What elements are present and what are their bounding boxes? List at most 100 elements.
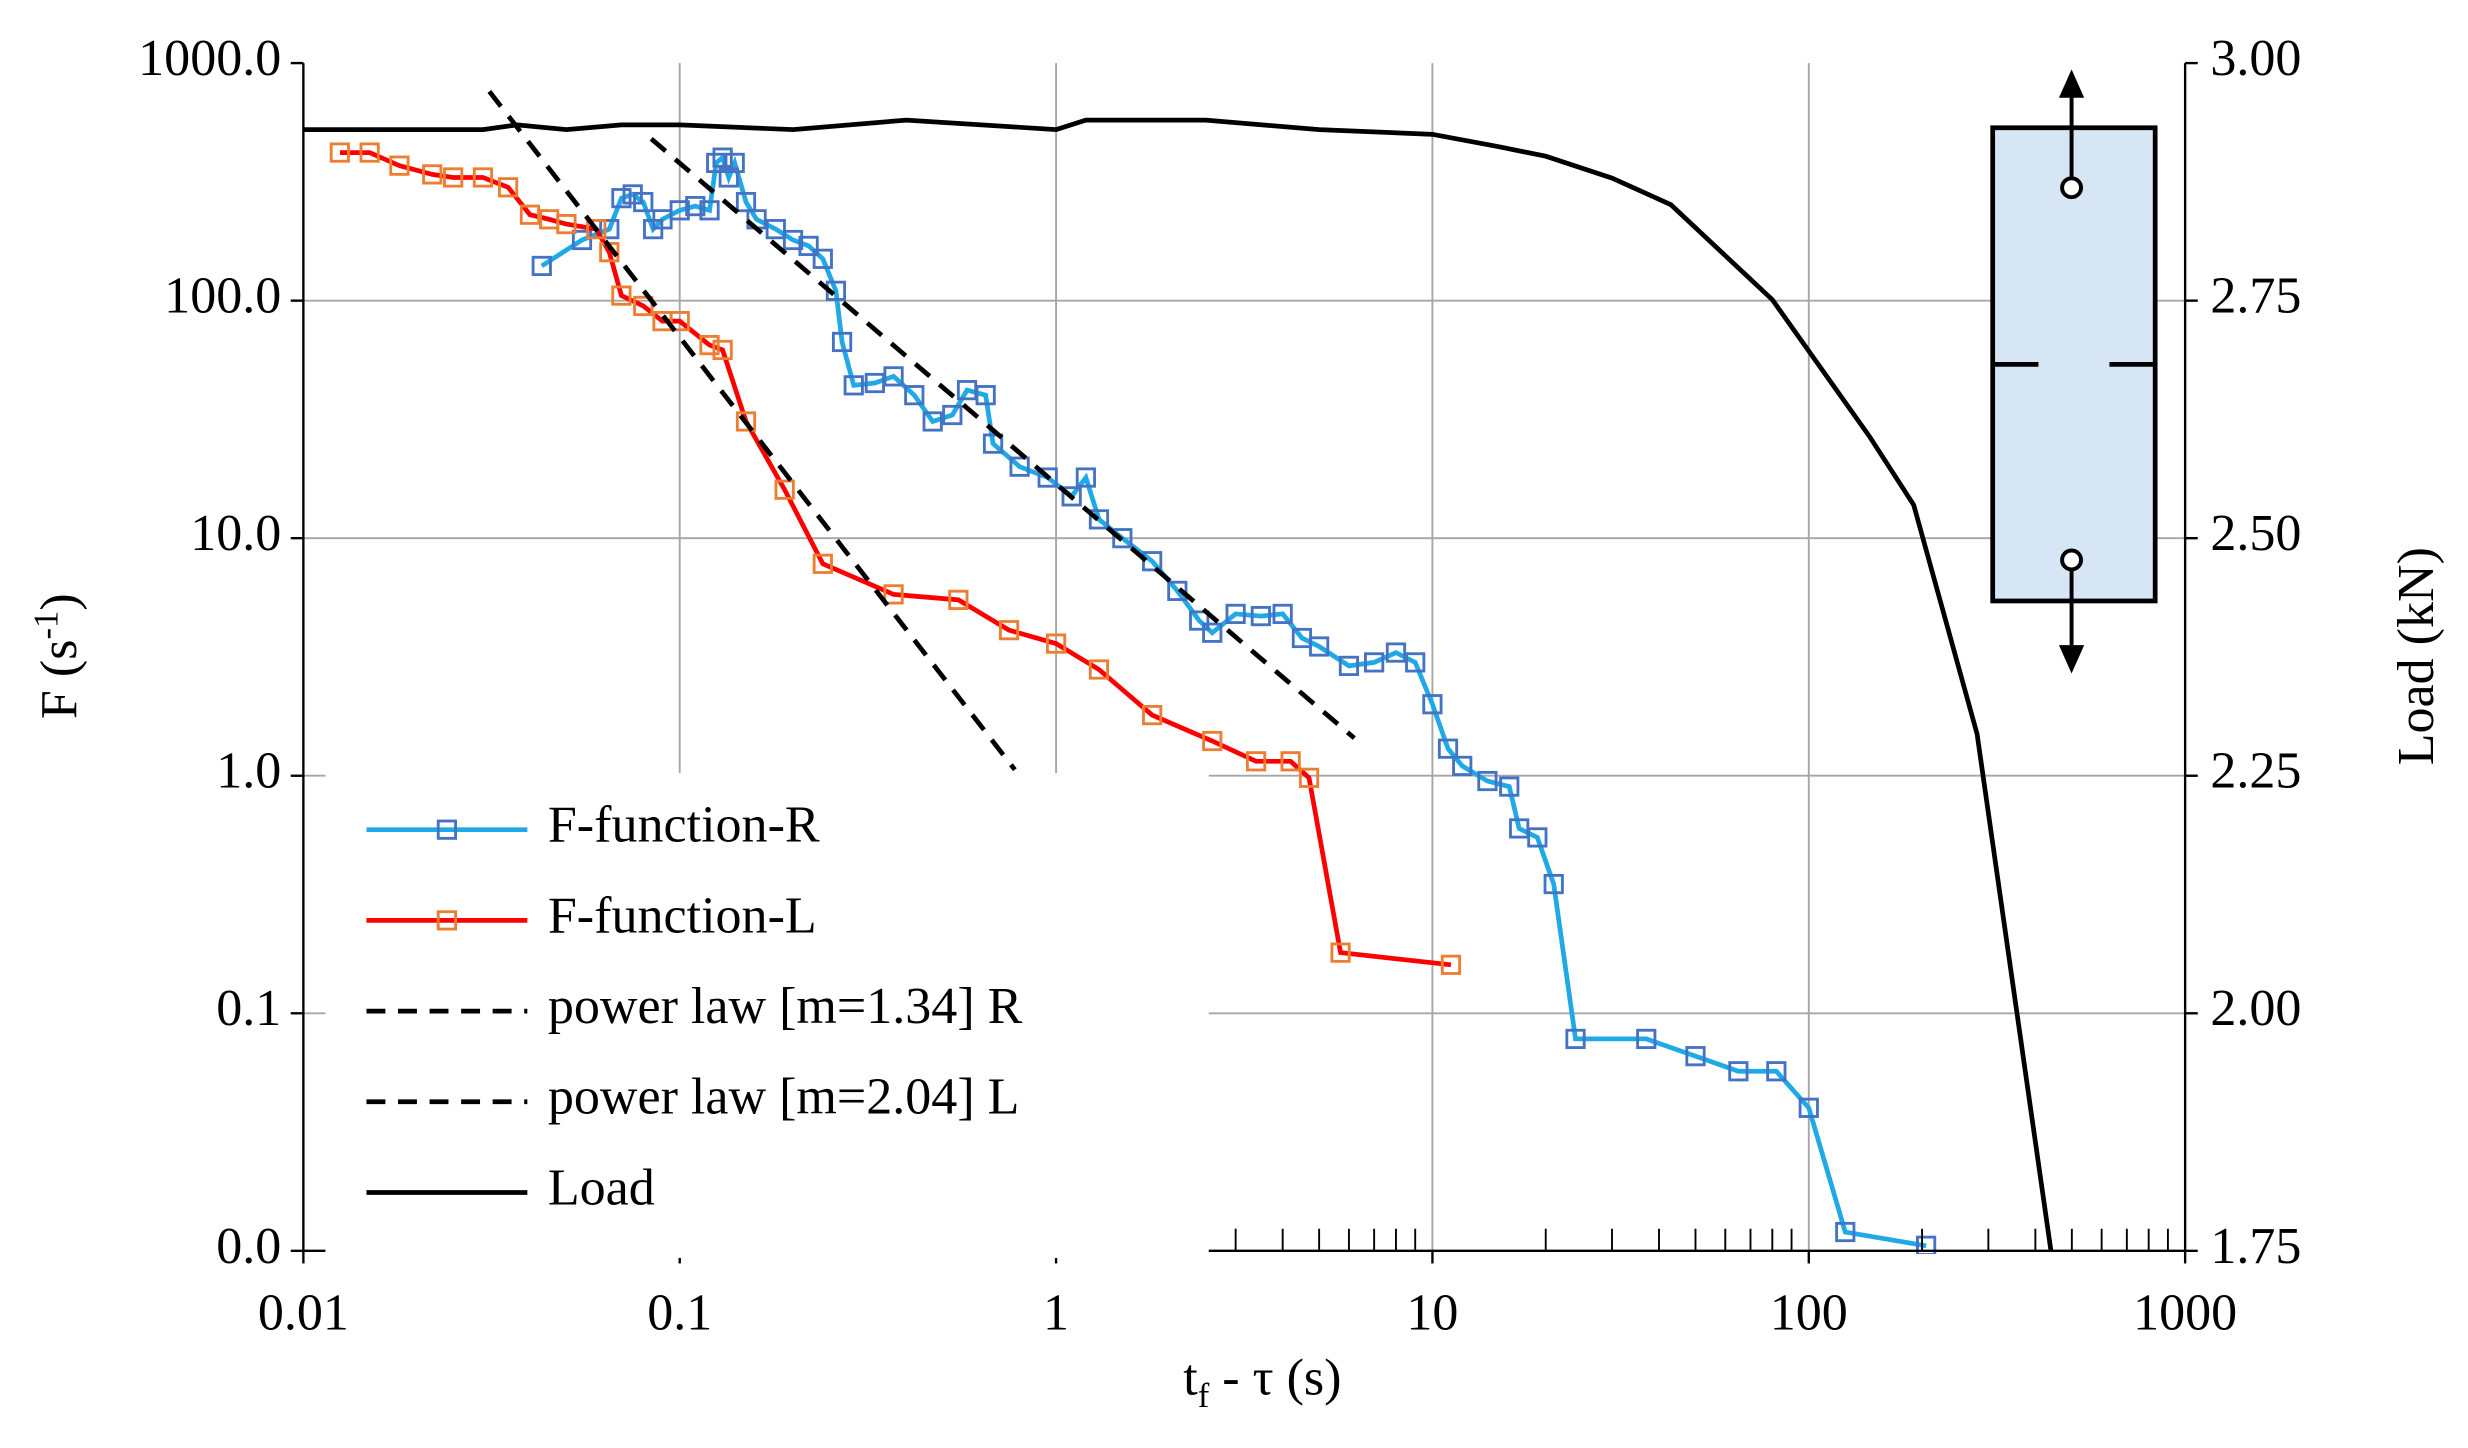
marker: [982, 433, 1004, 454]
marker: [812, 248, 833, 269]
marker: [1009, 456, 1030, 477]
y-tick-label: 1000.0: [138, 30, 281, 87]
marker: [1280, 751, 1301, 772]
marker: [1405, 652, 1426, 673]
pin: [2060, 548, 2084, 572]
marker: [1225, 603, 1246, 625]
marker: [1037, 467, 1058, 488]
marker: [975, 385, 996, 406]
marker: [1437, 738, 1459, 759]
x-tick-label: 1000: [2133, 1285, 2237, 1342]
specimen-diagram: [1990, 69, 2158, 674]
legend-label: Load: [548, 1159, 655, 1216]
y2-tick-label: 2.50: [2210, 505, 2301, 562]
marker: [669, 311, 690, 332]
marker: [831, 331, 853, 353]
axes: 0.01 0.1 1 10 100 1000 0.0 0.1 1.0 10.0 100.0 1000.…: [138, 30, 2301, 1342]
marker: [998, 620, 1020, 641]
marker: [1088, 659, 1110, 680]
legend-box: [325, 772, 1209, 1258]
legend-label: F-function-R: [548, 797, 820, 854]
marker: [359, 142, 380, 163]
y-axis-label-part: F (s: [31, 640, 88, 720]
x-tick-label: 1: [1043, 1285, 1069, 1342]
marker: [1309, 636, 1330, 657]
x-axis-label: tf - τ (s): [1183, 1349, 1341, 1415]
marker: [904, 385, 925, 406]
legend-label: power law [m=2.04] L: [548, 1069, 1020, 1126]
marker: [712, 147, 733, 168]
marker: [1202, 730, 1223, 752]
marker: [1916, 1235, 1937, 1254]
x-tick-label: 0.01: [258, 1285, 349, 1342]
marker: [1189, 610, 1210, 631]
marker: [519, 204, 541, 225]
marker: [699, 334, 720, 356]
x-axis-label-sub: f: [1198, 1376, 1210, 1415]
marker: [883, 366, 904, 387]
marker: [571, 229, 593, 251]
marker: [633, 295, 654, 317]
arrow-head: [2058, 69, 2085, 98]
legend-marker: [436, 819, 458, 840]
marker: [942, 404, 963, 426]
marker: [1385, 642, 1407, 663]
y-tick-label: 0.1: [216, 980, 281, 1037]
marker: [1272, 603, 1293, 625]
marker: [1766, 1061, 1787, 1082]
marker: [443, 167, 464, 188]
y-tick-label: 0.0: [216, 1218, 281, 1275]
marker: [1527, 827, 1548, 848]
x-axis-label-part: t: [1183, 1349, 1198, 1406]
marker: [599, 219, 620, 240]
x-tick-label: 0.1: [647, 1285, 712, 1342]
y-axis-label-part: ): [31, 593, 88, 610]
y-axis-label-sup: -1: [26, 611, 65, 640]
marker: [556, 214, 577, 235]
marker: [1338, 655, 1360, 676]
marker: [633, 191, 654, 213]
marker: [531, 255, 552, 277]
marker: [611, 285, 632, 306]
legend-marker: [436, 910, 458, 931]
marker: [1330, 942, 1351, 963]
marker: [1565, 1028, 1586, 1050]
marker: [1685, 1046, 1706, 1067]
plot-area: [303, 89, 2054, 1254]
marker: [329, 142, 350, 163]
y2-axis-label: Load (kN): [2388, 547, 2445, 765]
arrow-head: [2058, 645, 2085, 674]
series-line: [649, 137, 1356, 740]
x-tick-label: 100: [1770, 1285, 1848, 1342]
marker: [389, 155, 410, 176]
marker: [498, 177, 519, 198]
legend-label: F-function-L: [548, 887, 817, 944]
marker: [812, 553, 833, 574]
marker: [1298, 767, 1320, 788]
marker: [1167, 580, 1188, 601]
marker: [422, 164, 443, 185]
x-tick-label: 10: [1406, 1285, 1458, 1342]
y-axis-label: F (s-1): [26, 593, 88, 719]
marker: [1440, 954, 1462, 975]
marker: [1246, 751, 1267, 772]
marker: [765, 219, 786, 240]
marker: [1452, 755, 1473, 776]
marker: [724, 152, 745, 174]
pin: [2060, 176, 2084, 200]
y-tick-label: 10.0: [190, 505, 281, 562]
marker: [1499, 776, 1520, 797]
marker: [843, 375, 864, 396]
y-tick-label: 100.0: [164, 268, 281, 325]
marker: [586, 219, 607, 240]
marker: [798, 235, 819, 256]
marker: [718, 167, 739, 188]
marker: [1142, 705, 1163, 726]
marker: [1061, 486, 1082, 507]
marker: [883, 584, 904, 605]
marker: [1835, 1221, 1856, 1243]
marker: [1202, 622, 1223, 643]
legend-label: power law [m=1.34] R: [548, 978, 1023, 1035]
legend: F-function-R F-function-L power law [m=1.3…: [325, 772, 1209, 1258]
